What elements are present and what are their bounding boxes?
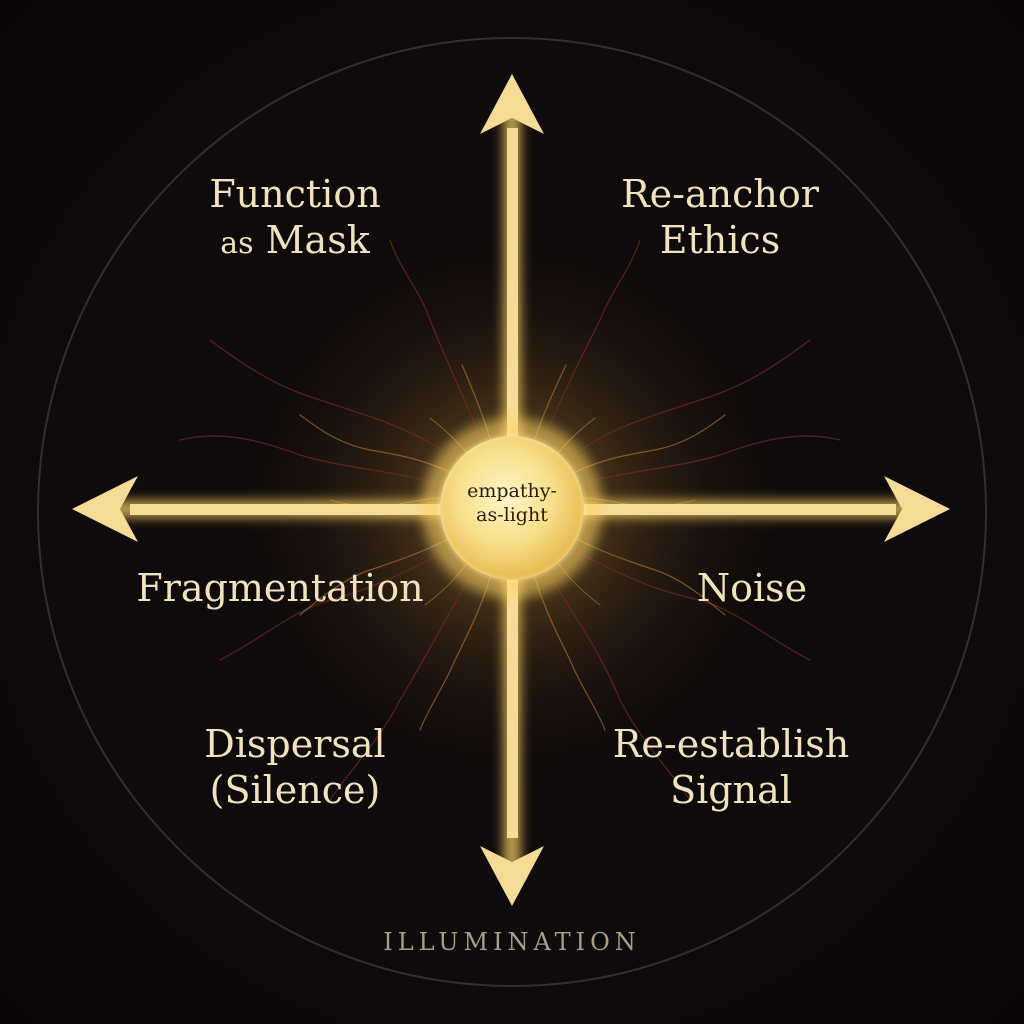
center-label: empathy- as-light — [452, 480, 572, 528]
label-dispersal: Dispersal — [204, 722, 386, 766]
center-orb-rim — [439, 435, 585, 581]
label-noise: Noise — [652, 566, 852, 612]
label-re-establish-signal: Re-establish Signal — [600, 722, 862, 813]
label-fragmentation: Fragmentation — [130, 566, 430, 612]
center-label-line1: empathy- — [467, 480, 557, 502]
label-as-mask: as Mask — [190, 218, 400, 264]
center-orb — [440, 436, 584, 580]
label-re-anchor: Re-anchor — [621, 172, 819, 216]
label-function-as-mask: Function as Mask — [190, 172, 400, 263]
label-re-anchor-ethics: Re-anchor Ethics — [605, 172, 835, 263]
label-dispersal-silence: Dispersal (Silence) — [180, 722, 410, 813]
caption-illumination: ILLUMINATION — [383, 928, 641, 956]
label-silence: (Silence) — [209, 767, 381, 812]
label-re-establish: Re-establish — [612, 722, 850, 766]
label-ethics: Ethics — [659, 217, 781, 262]
label-noise-text: Noise — [696, 566, 808, 610]
label-function: Function — [209, 172, 381, 216]
label-mask: Mask — [265, 217, 370, 262]
arrow-up — [480, 74, 544, 134]
label-as: as — [220, 225, 254, 261]
arrow-down — [480, 846, 544, 906]
center-label-line2: as-light — [476, 503, 548, 526]
label-signal: Signal — [670, 767, 792, 812]
arrow-left — [72, 476, 138, 542]
arrow-right — [884, 476, 950, 542]
label-fragmentation-text: Fragmentation — [136, 566, 424, 610]
